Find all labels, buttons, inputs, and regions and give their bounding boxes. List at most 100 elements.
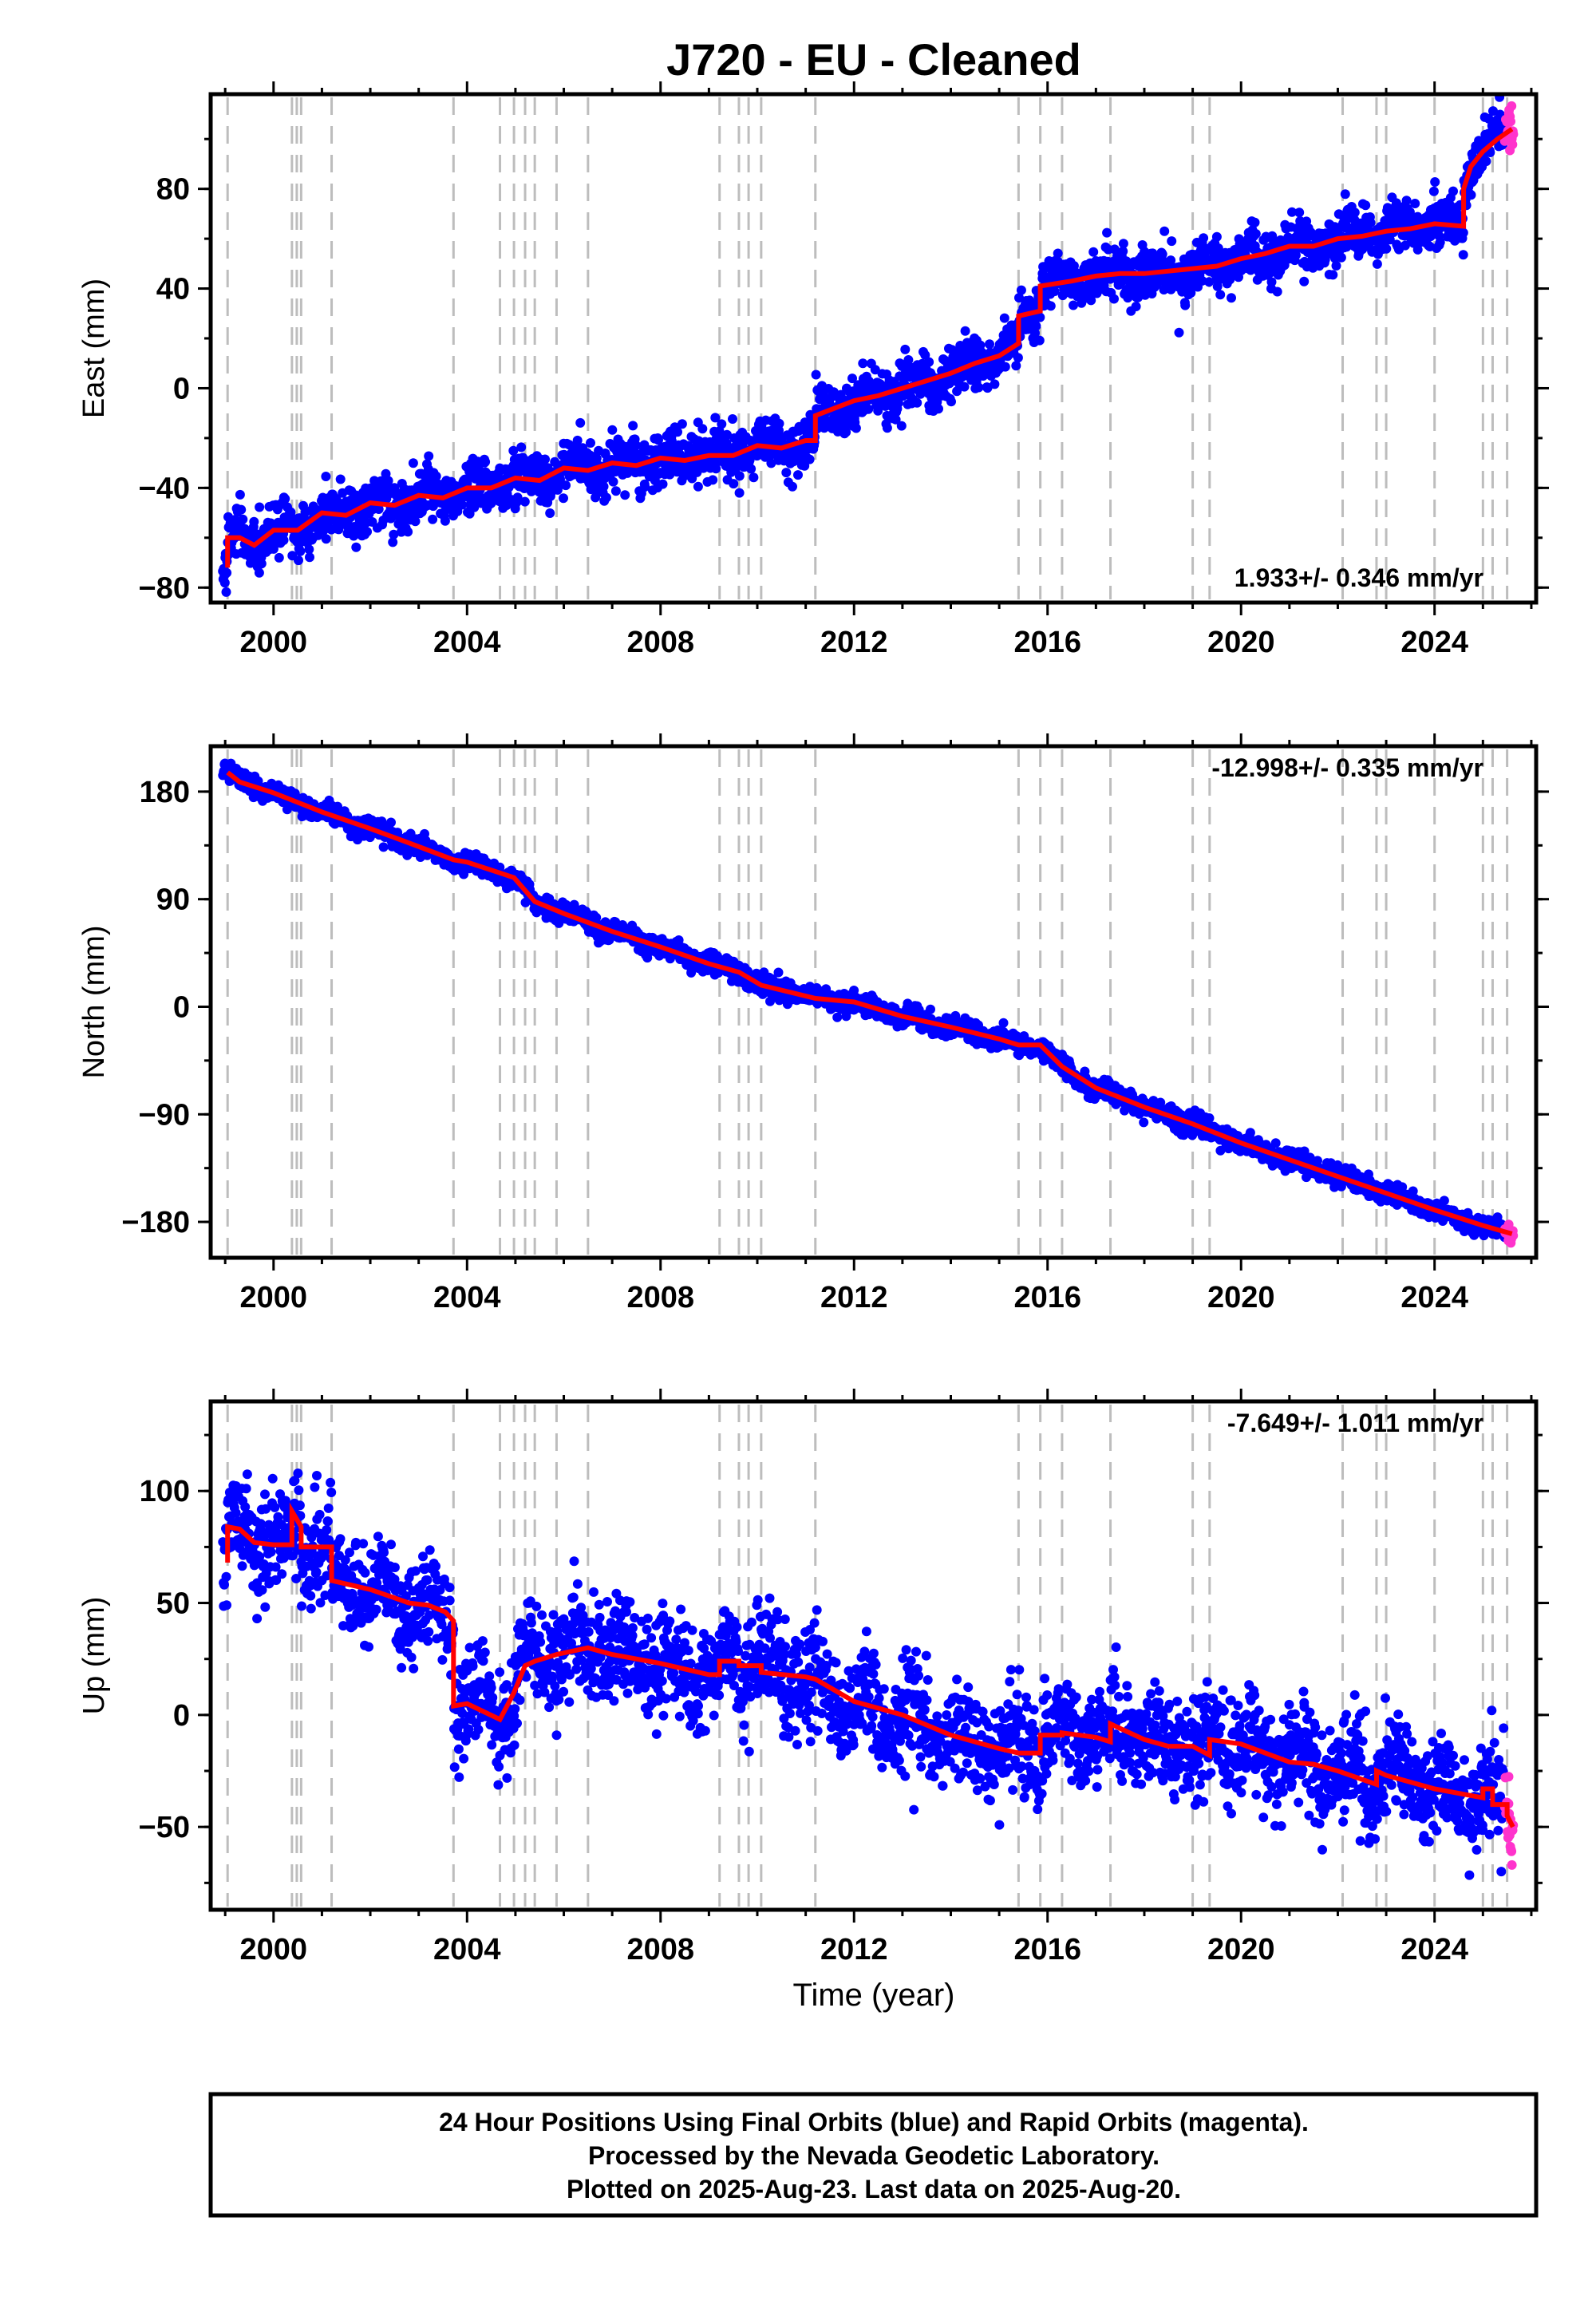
data-point xyxy=(658,479,668,489)
data-point xyxy=(1331,261,1341,271)
data-point xyxy=(697,424,708,434)
data-point xyxy=(601,492,611,503)
y-tick-label: 80 xyxy=(156,173,190,207)
data-point xyxy=(238,514,248,524)
x-tick-label: 2004 xyxy=(433,626,501,659)
data-point xyxy=(708,475,718,485)
data-point xyxy=(1118,246,1128,256)
data-point xyxy=(1507,140,1518,150)
data-point xyxy=(480,456,491,467)
data-point xyxy=(858,358,868,369)
data-point xyxy=(788,481,797,492)
data-point xyxy=(998,1018,1009,1028)
data-point xyxy=(893,397,903,408)
data-point xyxy=(1086,295,1096,306)
data-point xyxy=(1159,226,1170,236)
x-tick-label: 2000 xyxy=(240,626,308,659)
data-point xyxy=(870,365,880,375)
data-point xyxy=(673,427,682,437)
x-tick-label: 2008 xyxy=(626,626,694,659)
data-point xyxy=(1250,229,1261,239)
data-point xyxy=(1118,239,1128,249)
data-point xyxy=(804,454,815,464)
data-point xyxy=(999,313,1009,323)
data-point xyxy=(1290,250,1301,260)
data-point xyxy=(321,472,331,481)
data-point xyxy=(873,405,883,416)
data-point xyxy=(610,486,621,496)
data-point xyxy=(717,419,727,429)
data-point xyxy=(924,357,934,367)
data-point xyxy=(591,492,601,503)
data-point xyxy=(1458,227,1468,238)
data-point xyxy=(304,544,314,555)
data-point xyxy=(959,381,970,392)
data-point xyxy=(734,488,745,498)
data-point xyxy=(378,842,389,852)
data-point xyxy=(665,469,675,480)
data-point xyxy=(431,471,441,481)
data-point xyxy=(321,534,331,544)
data-point xyxy=(631,441,642,451)
data-point xyxy=(351,542,361,552)
data-point xyxy=(640,482,650,492)
data-point xyxy=(235,489,245,500)
data-point xyxy=(526,486,536,496)
data-point xyxy=(333,801,342,812)
data-point xyxy=(591,453,602,464)
data-point xyxy=(1204,277,1215,287)
data-point xyxy=(990,379,1000,389)
data-point xyxy=(1109,294,1119,304)
y-tick-label: −40 xyxy=(139,472,190,505)
model-line-east xyxy=(225,127,1514,568)
data-point xyxy=(440,516,450,526)
data-point xyxy=(598,481,609,492)
data-point xyxy=(710,413,721,423)
data-point xyxy=(774,425,784,436)
data-point xyxy=(891,414,901,425)
data-point xyxy=(1299,276,1310,287)
data-point xyxy=(1430,177,1440,187)
data-point xyxy=(607,425,618,435)
y-tick-label: −80 xyxy=(139,571,190,605)
data-point xyxy=(1412,244,1423,255)
chart-title: J720 - EU - Cleaned xyxy=(666,34,1081,85)
data-point xyxy=(512,492,523,503)
data-point xyxy=(800,460,810,471)
data-point xyxy=(674,935,684,945)
data-point xyxy=(1361,200,1371,211)
data-point xyxy=(722,429,732,440)
data-point xyxy=(1323,249,1333,259)
data-point xyxy=(274,552,284,563)
data-point xyxy=(219,578,230,588)
data-point xyxy=(1381,243,1392,254)
data-point xyxy=(1088,247,1099,257)
data-point xyxy=(1000,362,1010,372)
scatter-points-north xyxy=(218,758,1519,1248)
data-point xyxy=(1336,252,1346,263)
data-point xyxy=(900,344,911,354)
data-point xyxy=(1166,255,1176,266)
data-point xyxy=(746,464,757,474)
data-point xyxy=(1428,186,1439,196)
data-point xyxy=(236,504,247,515)
data-point xyxy=(711,464,721,474)
rate-label: 1.933+/- 0.346 mm/yr xyxy=(1235,563,1483,592)
data-point xyxy=(729,479,739,489)
data-point xyxy=(620,490,630,500)
data-point xyxy=(934,404,943,414)
data-point xyxy=(280,494,290,504)
data-point xyxy=(693,481,703,492)
data-point xyxy=(255,502,265,512)
data-point xyxy=(1045,301,1056,311)
data-point xyxy=(545,508,555,518)
data-point xyxy=(628,421,638,431)
data-point xyxy=(1410,199,1420,208)
data-point xyxy=(1401,196,1412,206)
data-point xyxy=(1340,189,1350,200)
data-point xyxy=(1266,277,1277,287)
data-point xyxy=(388,537,398,547)
